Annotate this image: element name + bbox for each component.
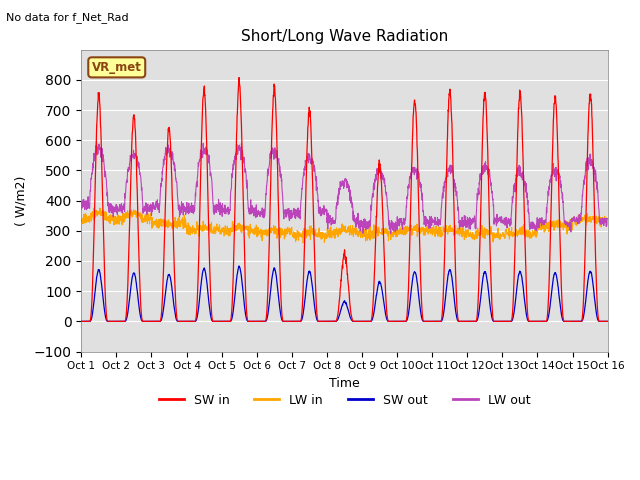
Text: No data for f_Net_Rad: No data for f_Net_Rad <box>6 12 129 23</box>
Y-axis label: ( W/m2): ( W/m2) <box>15 176 28 226</box>
Legend: SW in, LW in, SW out, LW out: SW in, LW in, SW out, LW out <box>154 389 535 412</box>
X-axis label: Time: Time <box>329 377 360 390</box>
Text: VR_met: VR_met <box>92 61 141 74</box>
Title: Short/Long Wave Radiation: Short/Long Wave Radiation <box>241 29 448 44</box>
